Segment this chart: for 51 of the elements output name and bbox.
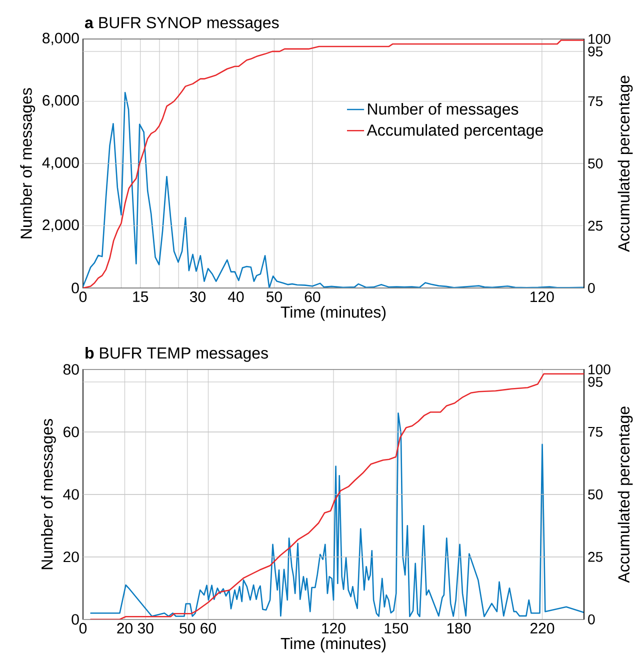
- x-tick-label: 120: [322, 622, 346, 634]
- y-tick-label: 6,000: [42, 95, 79, 108]
- y2-tick-label: 25: [588, 220, 603, 231]
- y-tick-label: 8,000: [42, 32, 79, 46]
- y2-tick-label: 0: [588, 614, 595, 624]
- x-axis-title: Time (minutes): [280, 637, 386, 652]
- x-tick-label: 0: [79, 292, 87, 302]
- y-tick-label: 20: [64, 552, 79, 562]
- line-series: [83, 92, 584, 288]
- y2-axis-title: Accumulated percentage: [618, 76, 633, 252]
- x-tick-label: 20: [117, 622, 132, 634]
- legend-label: Accumulated percentage: [366, 124, 543, 139]
- y-tick-label: 0: [72, 282, 79, 294]
- y-tick-label: 80: [63, 364, 79, 375]
- x-tick-label: 120: [530, 292, 554, 302]
- x-tick-label: 15: [133, 292, 148, 302]
- x-tick-label: 50: [180, 622, 196, 634]
- y2-tick-label: 75: [588, 427, 603, 437]
- x-tick-label: 180: [447, 622, 471, 634]
- y2-tick-label: 25: [588, 552, 603, 562]
- x-tick-label: 40: [228, 292, 244, 302]
- y2-tick-label: 0: [588, 283, 595, 293]
- line-series: [83, 40, 584, 288]
- y2-tick-label: 50: [588, 158, 603, 168]
- y-axis-title: Number of messages: [20, 88, 36, 238]
- legend-label: Number of messages: [368, 102, 518, 118]
- y-tick-label: 40: [63, 489, 79, 500]
- chart-title: b BUFR TEMP messages: [86, 346, 268, 362]
- x-tick-label: 30: [190, 292, 206, 302]
- y-tick-label: 4,000: [42, 157, 79, 170]
- x-tick-label: 60: [200, 622, 216, 634]
- chart-title: a BUFR SYNOP messages: [85, 16, 279, 32]
- x-tick-label: 30: [138, 622, 154, 634]
- y2-axis-title: Accumulated percentage: [618, 406, 633, 583]
- y2-tick-label: 75: [588, 96, 603, 106]
- y2-tick-label: 50: [588, 489, 603, 500]
- y2-tick-label: 100: [588, 364, 610, 374]
- y-axis-title: Number of messages: [41, 418, 56, 570]
- x-tick-label: 0: [79, 622, 87, 634]
- y2-tick-label: 95: [588, 46, 603, 56]
- x-tick-label: 60: [304, 292, 320, 302]
- x-tick-label: 150: [384, 622, 408, 634]
- x-axis-title: Time (minutes): [280, 306, 386, 321]
- y2-tick-label: 100: [588, 34, 610, 44]
- y-tick-label: 2,000: [42, 220, 79, 232]
- y-tick-label: 0: [72, 614, 79, 625]
- line-series: [90, 412, 584, 618]
- y2-tick-label: 95: [588, 376, 603, 387]
- x-tick-label: 220: [530, 622, 554, 634]
- x-tick-label: 50: [266, 292, 282, 302]
- y-tick-label: 60: [64, 426, 79, 438]
